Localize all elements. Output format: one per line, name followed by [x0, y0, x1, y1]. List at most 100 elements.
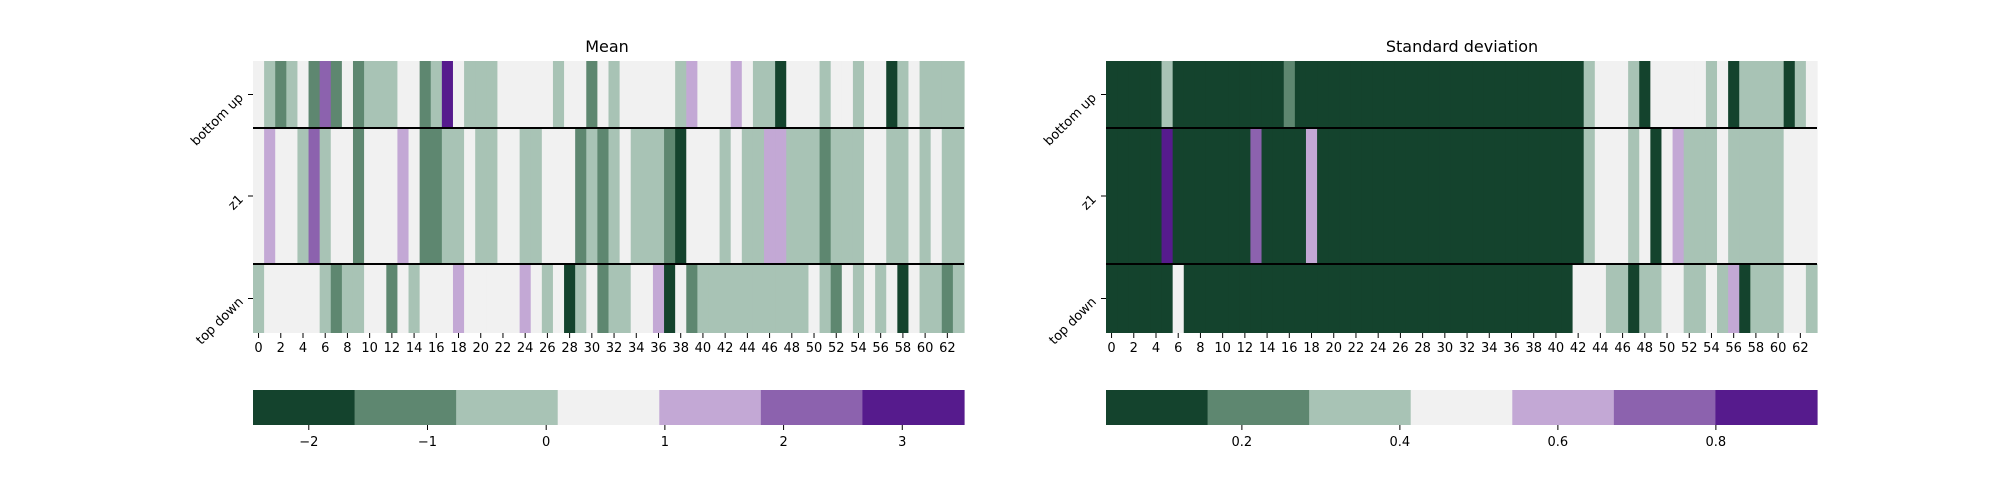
std-cell-r2-c36 — [1505, 264, 1518, 333]
mean-cell-r1-c3 — [286, 128, 299, 264]
mean-cell-r1-c51 — [819, 128, 832, 264]
mean-cell-r2-c26 — [541, 264, 554, 333]
mean-cell-r1-c1 — [264, 128, 276, 264]
mean-cell-r2-c3 — [286, 264, 299, 333]
mean-cell-r0-c21 — [486, 61, 499, 128]
mean-cell-r0-c5 — [308, 61, 321, 128]
mean-cell-r0-c2 — [275, 61, 287, 128]
mean-x-tick-label: 42 — [717, 341, 734, 356]
std-cell-r1-c3 — [1139, 128, 1152, 264]
mean-cell-r2-c50 — [808, 264, 821, 333]
std-cell-r2-c41 — [1561, 264, 1574, 333]
mean-colorbar-segment — [659, 390, 762, 425]
mean-cell-r0-c50 — [808, 61, 821, 128]
std-cell-r0-c20 — [1328, 61, 1340, 128]
mean-cell-r1-c36 — [652, 128, 665, 264]
std-cell-r2-c11 — [1228, 264, 1240, 333]
std-cell-r0-c44 — [1594, 61, 1607, 128]
mean-cell-r0-c51 — [819, 61, 832, 128]
mean-cell-r0-c60 — [919, 61, 932, 128]
mean-row-label: z1 — [226, 192, 247, 213]
mean-x-tick-label: 48 — [784, 341, 801, 356]
std-cell-r2-c59 — [1761, 264, 1774, 333]
std-x-tick-label: 50 — [1659, 341, 1676, 356]
mean-cell-r0-c13 — [397, 61, 410, 128]
std-cell-r0-c9 — [1205, 61, 1218, 128]
std-cell-r2-c14 — [1261, 264, 1274, 333]
mean-cell-r0-c59 — [908, 61, 921, 128]
std-x-tick-label: 36 — [1503, 341, 1520, 356]
std-x-tick-label: 14 — [1259, 341, 1276, 356]
std-cell-r1-c63 — [1805, 128, 1818, 264]
mean-cell-r2-c39 — [686, 264, 698, 333]
mean-cell-r1-c0 — [253, 128, 265, 264]
std-cell-r1-c23 — [1361, 128, 1374, 264]
mean-cell-r0-c28 — [564, 61, 576, 128]
mean-cell-r0-c40 — [697, 61, 710, 128]
mean-title: Mean — [585, 37, 629, 56]
std-cell-r1-c42 — [1572, 128, 1585, 264]
std-cell-r2-c4 — [1150, 264, 1163, 333]
mean-cell-r1-c60 — [919, 128, 932, 264]
mean-cell-r2-c23 — [508, 264, 521, 333]
mean-cell-r0-c47 — [775, 61, 787, 128]
mean-cell-r2-c21 — [486, 264, 499, 333]
mean-cell-r1-c44 — [741, 128, 754, 264]
mean-cell-r0-c39 — [686, 61, 698, 128]
std-cell-r2-c34 — [1483, 264, 1496, 333]
std-colorbar-tick-label: 0.8 — [1706, 435, 1727, 450]
mean-cell-r0-c36 — [652, 61, 665, 128]
mean-cell-r2-c54 — [852, 264, 865, 333]
mean-cell-r2-c20 — [475, 264, 487, 333]
mean-cell-r1-c56 — [875, 128, 887, 264]
std-cell-r2-c55 — [1717, 264, 1729, 333]
std-cell-r1-c13 — [1250, 128, 1263, 264]
std-cell-r1-c7 — [1183, 128, 1196, 264]
std-cell-r2-c31 — [1450, 264, 1463, 333]
std-cell-r0-c21 — [1339, 61, 1352, 128]
std-cell-r2-c46 — [1617, 264, 1629, 333]
std-panel: Standard deviation bottom up z1 top down 0… — [1041, 37, 1818, 450]
mean-cell-r2-c14 — [408, 264, 421, 333]
std-cell-r1-c41 — [1561, 128, 1574, 264]
mean-x-tick-label: 30 — [584, 341, 601, 356]
mean-cell-r0-c26 — [541, 61, 554, 128]
mean-x-tick-label: 36 — [650, 341, 667, 356]
std-cell-r0-c33 — [1472, 61, 1485, 128]
mean-x-tick-label: 2 — [277, 341, 285, 356]
mean-cell-r2-c32 — [608, 264, 621, 333]
mean-cell-r0-c30 — [586, 61, 598, 128]
std-cell-r0-c52 — [1683, 61, 1696, 128]
std-cell-r0-c49 — [1650, 61, 1663, 128]
mean-cell-r0-c57 — [886, 61, 898, 128]
std-cell-r0-c57 — [1739, 61, 1751, 128]
mean-cell-r1-c28 — [564, 128, 576, 264]
std-cell-r2-c45 — [1605, 264, 1618, 333]
mean-cell-r1-c8 — [341, 128, 354, 264]
mean-cell-r0-c53 — [841, 61, 854, 128]
mean-cell-r2-c1 — [264, 264, 276, 333]
std-colorbar-segment — [1512, 390, 1615, 425]
std-cell-r1-c52 — [1683, 128, 1696, 264]
mean-cell-r0-c6 — [319, 61, 332, 128]
mean-cell-r2-c49 — [797, 264, 810, 333]
mean-cell-r1-c47 — [775, 128, 787, 264]
std-cell-r2-c32 — [1461, 264, 1474, 333]
mean-cell-r2-c41 — [708, 264, 721, 333]
mean-x-tick-label: 12 — [384, 341, 401, 356]
mean-cell-r1-c49 — [797, 128, 810, 264]
std-cell-r0-c18 — [1305, 61, 1318, 128]
std-x-tick-label: 46 — [1614, 341, 1631, 356]
std-cell-r0-c60 — [1772, 61, 1785, 128]
std-cell-r0-c3 — [1139, 61, 1152, 128]
std-cell-r2-c10 — [1217, 264, 1229, 333]
std-x-tick-label: 20 — [1325, 341, 1342, 356]
std-colorbar-tick-label: 0.4 — [1390, 435, 1411, 450]
std-cell-r1-c49 — [1650, 128, 1663, 264]
std-cell-r2-c22 — [1350, 264, 1363, 333]
mean-cell-r2-c62 — [941, 264, 954, 333]
std-cell-r0-c48 — [1639, 61, 1651, 128]
std-cell-r2-c25 — [1383, 264, 1396, 333]
mean-x-tick-label: 52 — [828, 341, 845, 356]
